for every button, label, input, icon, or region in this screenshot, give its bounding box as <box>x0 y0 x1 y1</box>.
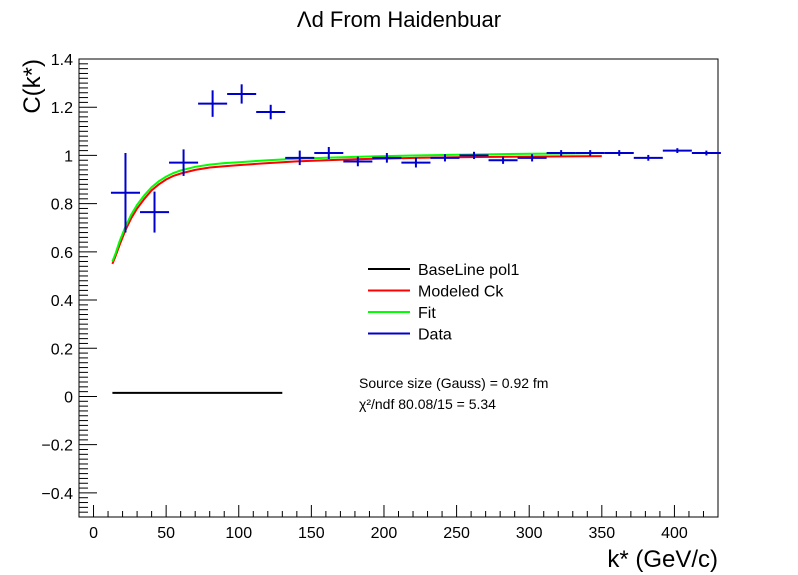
legend-label-3: Data <box>418 327 452 344</box>
chart-title: Λd From Haidenbuar <box>297 7 501 32</box>
data-point <box>314 146 344 160</box>
data-point <box>546 150 576 156</box>
y-tick-label: −0.2 <box>41 438 73 455</box>
y-tick-label: 0 <box>64 389 73 406</box>
y-tick-label: 0.8 <box>51 197 73 214</box>
data-point <box>139 191 170 233</box>
y-tick-label: 1 <box>64 148 73 165</box>
data-point <box>691 150 721 156</box>
data-point <box>401 157 431 168</box>
data-point <box>110 153 140 233</box>
data-point <box>169 149 199 176</box>
x-tick-label: 350 <box>588 525 615 542</box>
data-point <box>256 104 286 120</box>
y-tick-label: 0.4 <box>51 293 73 310</box>
x-tick-label: 300 <box>516 525 543 542</box>
annotation-1: χ²/ndf 80.08/15 = 5.34 <box>359 396 496 412</box>
data-point <box>285 150 315 166</box>
y-tick-label: 1.2 <box>51 100 73 117</box>
x-tick-label: 150 <box>298 525 325 542</box>
annotations: Source size (Gauss) = 0.92 fm χ²/ndf 80.0… <box>359 375 548 412</box>
x-tick-label: 50 <box>157 525 175 542</box>
legend-label-1: Modeled Ck <box>418 284 504 301</box>
data-point <box>372 153 402 163</box>
x-tick-label: 200 <box>371 525 398 542</box>
y-tick-label: 0.6 <box>51 245 73 262</box>
data-point <box>662 148 692 154</box>
x-tick-label: 100 <box>225 525 252 542</box>
data-point <box>198 90 228 117</box>
data-point <box>604 150 634 156</box>
x-tick-label: 400 <box>661 525 688 542</box>
legend: BaseLine pol1 Modeled Ck Fit Data <box>368 262 520 344</box>
y-tick-label: 1.4 <box>51 52 73 69</box>
data-point <box>343 156 373 167</box>
data-point <box>459 151 489 160</box>
data-point <box>575 150 605 156</box>
x-tick-label: 0 <box>89 525 98 542</box>
annotation-0: Source size (Gauss) = 0.92 fm <box>359 375 548 391</box>
data-point <box>517 154 547 162</box>
legend-label-0: BaseLine pol1 <box>418 262 520 279</box>
plot-area: 0 50 100 150 200 250 300 350 400 −0.4 −0.2 0 0.2 0.4 0… <box>19 52 721 573</box>
y-axis-label: C(k*) <box>19 59 46 114</box>
legend-label-2: Fit <box>418 305 436 322</box>
x-tick-label: 250 <box>443 525 470 542</box>
y-tick-label: 0.2 <box>51 341 73 358</box>
data-point <box>488 156 518 164</box>
data-point <box>227 84 257 104</box>
y-tick-label: −0.4 <box>41 486 73 503</box>
data-point <box>633 154 663 161</box>
x-axis-label: k* (GeV/c) <box>607 546 718 573</box>
data-point <box>430 154 460 162</box>
